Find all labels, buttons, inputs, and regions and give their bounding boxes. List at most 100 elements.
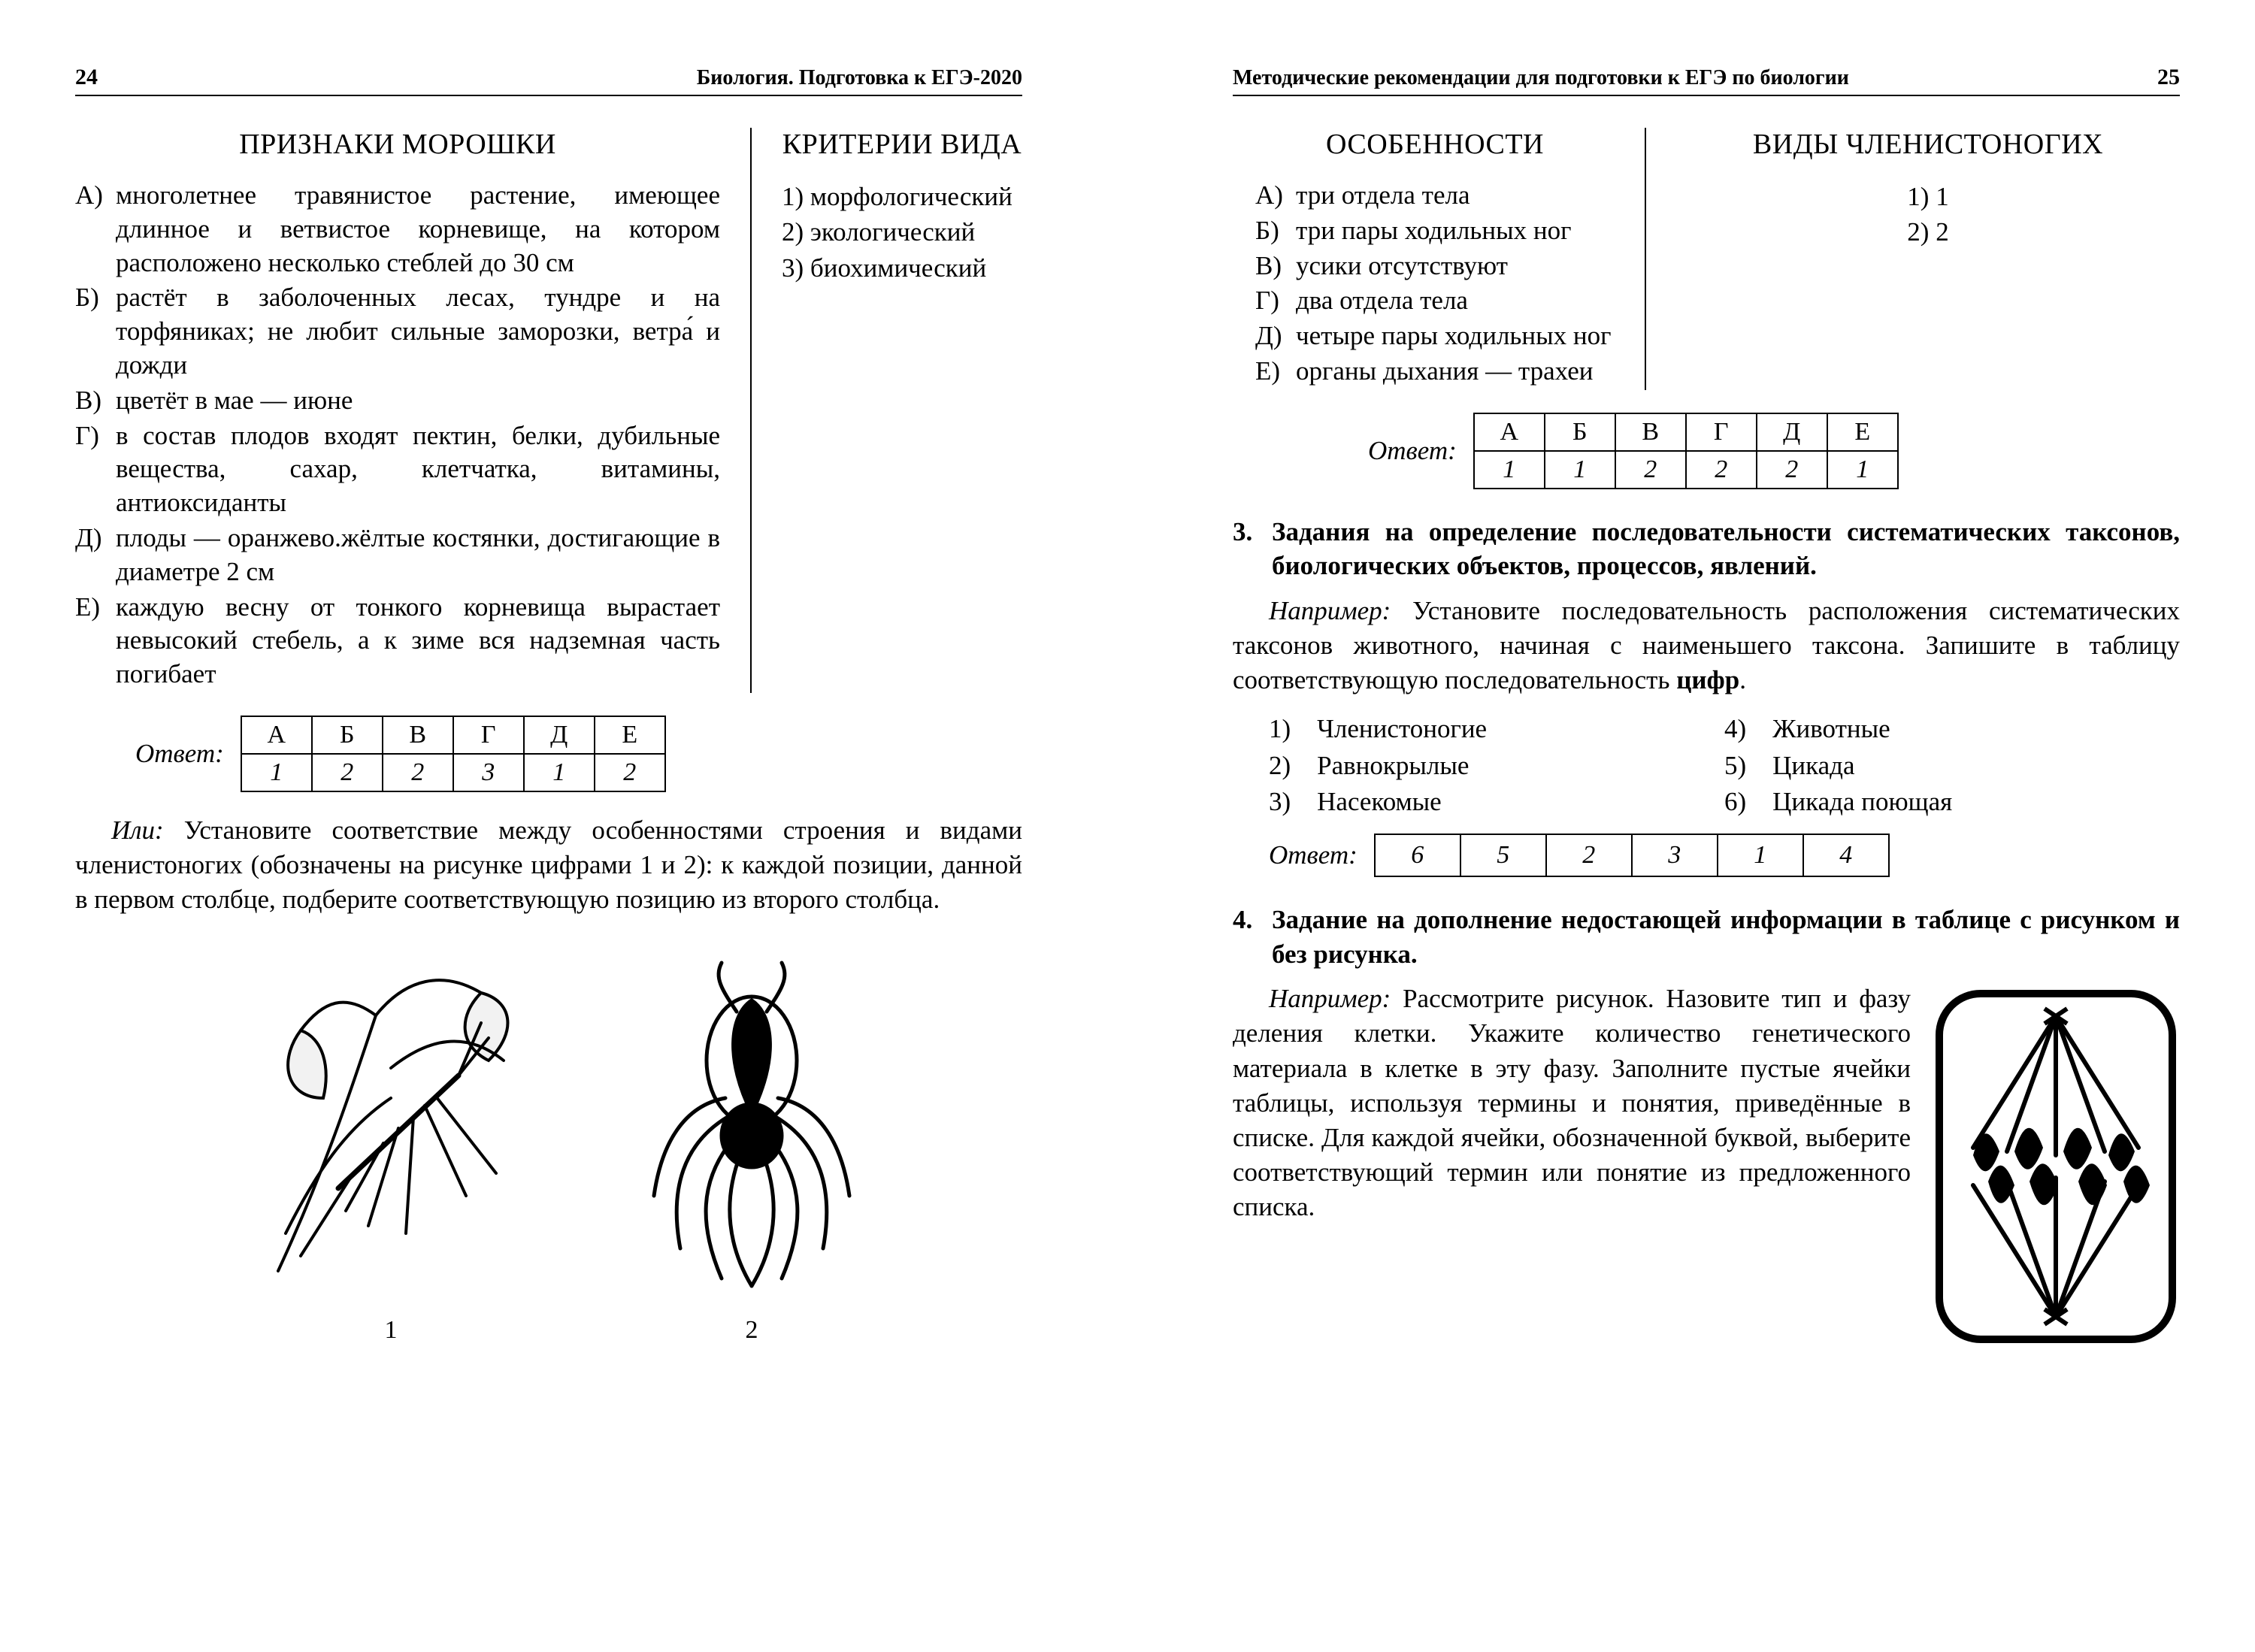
answer-cell: 1	[524, 754, 595, 791]
task3-bold: цифр	[1676, 665, 1739, 694]
task3-answer: Ответ: 6 5 2 3 1 4	[1269, 834, 2180, 877]
ili-text: Установите соответствие между особенност…	[75, 815, 1022, 914]
answer-head: А	[1474, 413, 1545, 451]
feature-text: четыре пары ходильных ног	[1296, 319, 1615, 353]
feature-label: В)	[1255, 250, 1296, 283]
feature-text: в состав плодов входят пектин, белки, ду…	[116, 419, 720, 520]
feature-label: Б)	[1255, 214, 1296, 248]
figure-row: 1	[75, 948, 1022, 1345]
feature-text: многолетнее травянистое растение, имеюще…	[116, 179, 720, 280]
example-lead: Например:	[1269, 984, 1391, 1013]
option-item: 5) Цикада	[1724, 748, 2180, 784]
figure-caption: 1	[233, 1316, 549, 1345]
page-number: 25	[2157, 65, 2180, 90]
option-item: 3) Насекомые	[1269, 784, 1724, 820]
task-number: 3.	[1233, 515, 1272, 583]
criteria-heading: ВИДЫ ЧЛЕНИСТОНОГИХ	[1676, 128, 2180, 161]
answer-cell: 1	[1718, 834, 1803, 876]
answer-cell: 1	[1827, 451, 1898, 489]
answer-label: Ответ:	[1269, 840, 1358, 870]
page-24: 24 Биология. Подготовка к ЕГЭ-2020 ПРИЗН…	[0, 0, 1128, 1652]
cell-division-icon	[1932, 986, 2180, 1347]
spider-drawing-icon	[639, 948, 864, 1293]
feature-label: А)	[1255, 179, 1296, 213]
features-list: А)три отдела тела Б)три пары ходильных н…	[1255, 179, 1615, 389]
task3-heading: 3. Задания на определение последовательн…	[1233, 515, 2180, 583]
task3-paragraph: Например: Установите последовательность …	[1233, 594, 2180, 698]
answer-cell: 3	[453, 754, 524, 791]
insect-drawing-icon	[233, 948, 549, 1293]
answer-head: Г	[1686, 413, 1757, 451]
answer-cell: 2	[1686, 451, 1757, 489]
answer-head: Б	[312, 716, 383, 754]
feature-label: В)	[75, 384, 116, 418]
match-block-moroshka: ПРИЗНАКИ МОРОШКИ А)многолетнее травянист…	[75, 128, 1022, 693]
feature-label: Е)	[1255, 355, 1296, 389]
feature-text: плоды — оранжево.жёлтые костянки, достиг…	[116, 522, 720, 589]
feature-text: усики отсутствуют	[1296, 250, 1615, 283]
feature-label: Г)	[1255, 284, 1296, 318]
feature-label: Д)	[75, 522, 116, 589]
answer-head: Е	[1827, 413, 1898, 451]
answer-cell: 2	[312, 754, 383, 791]
feature-text: три отдела тела	[1296, 179, 1615, 213]
task4-text: Рассмотрите рисунок. Назовите тип и фазу…	[1233, 984, 1911, 1221]
answer-block-1: Ответ: А Б В Г Д Е 1 2 2 3 1 2	[135, 716, 1022, 792]
option-item: 6) Цикада поющая	[1724, 784, 2180, 820]
page-25: Методические рекомендации для подготовки…	[1128, 0, 2255, 1652]
answer-head: Г	[453, 716, 524, 754]
answer-cell: 2	[1546, 834, 1632, 876]
option-item: 4) Животные	[1724, 711, 2180, 747]
task3-options: 1) Членистоногие 2) Равнокрылые 3) Насек…	[1269, 711, 2180, 820]
feature-text: органы дыхания — трахеи	[1296, 355, 1615, 389]
feature-text: три пары ходильных ног	[1296, 214, 1615, 248]
answer-cell: 1	[1474, 451, 1545, 489]
criteria-item: 1) морфологический	[782, 179, 1022, 214]
answer-head: Д	[1757, 413, 1827, 451]
task-number: 4.	[1233, 903, 1272, 971]
feature-text: растёт в заболоченных лесах, тундре и на…	[116, 281, 720, 382]
answer-cell: 6	[1375, 834, 1460, 876]
ili-paragraph: Или: Установите соответствие между особе…	[75, 813, 1022, 918]
feature-text: два отдела тела	[1296, 284, 1615, 318]
answer-cell: 3	[1632, 834, 1718, 876]
option-item: 1) Членистоногие	[1269, 711, 1724, 747]
answer-cell: 1	[1545, 451, 1615, 489]
features-list: А)многолетнее травянистое растение, имею…	[75, 179, 720, 691]
figure-2: 2	[639, 948, 864, 1345]
answer-head: А	[241, 716, 312, 754]
answer-table: А Б В Г Д Е 1 2 2 3 1 2	[241, 716, 666, 792]
feature-label: Б)	[75, 281, 116, 382]
running-head-right: Методические рекомендации для подготовки…	[1233, 65, 2180, 96]
example-lead: Например:	[1269, 596, 1391, 625]
answer-label: Ответ:	[1368, 436, 1457, 466]
answer-cell: 1	[241, 754, 312, 791]
answer-cell: 2	[383, 754, 453, 791]
criteria-list: 1) 1 2) 2	[1676, 179, 2180, 250]
option-item: 2) Равнокрылые	[1269, 748, 1724, 784]
page-spread: 24 Биология. Подготовка к ЕГЭ-2020 ПРИЗН…	[0, 0, 2255, 1652]
criteria-item: 2) 2	[1676, 214, 2180, 250]
running-head-left: 24 Биология. Подготовка к ЕГЭ-2020	[75, 65, 1022, 96]
feature-label: Г)	[75, 419, 116, 520]
ili-lead: Или:	[111, 815, 164, 845]
match-block-arthropods: ОСОБЕННОСТИ А)три отдела тела Б)три пары…	[1255, 128, 2180, 390]
answer-label: Ответ:	[135, 739, 224, 769]
running-title: Биология. Подготовка к ЕГЭ-2020	[697, 66, 1022, 90]
page-number: 24	[75, 65, 98, 90]
feature-label: Е)	[75, 591, 116, 691]
answer-cell: 2	[1757, 451, 1827, 489]
task-title: Задание на дополнение недостающей информ…	[1272, 903, 2180, 971]
running-title: Методические рекомендации для подготовки…	[1233, 66, 1849, 90]
task4-heading: 4. Задание на дополнение недостающей инф…	[1233, 903, 2180, 971]
answer-head: Е	[595, 716, 665, 754]
answer-cell: 5	[1460, 834, 1546, 876]
answer-head: Б	[1545, 413, 1615, 451]
criteria-item: 1) 1	[1676, 179, 2180, 214]
task4-body: Например: Рассмотрите рисунок. Назовите …	[1233, 982, 2180, 1358]
task3-tail: .	[1739, 665, 1746, 694]
answer-sequence-table: 6 5 2 3 1 4	[1374, 834, 1890, 877]
cell-figure	[1932, 986, 2180, 1351]
figure-caption: 2	[639, 1316, 864, 1345]
answer-head: Д	[524, 716, 595, 754]
